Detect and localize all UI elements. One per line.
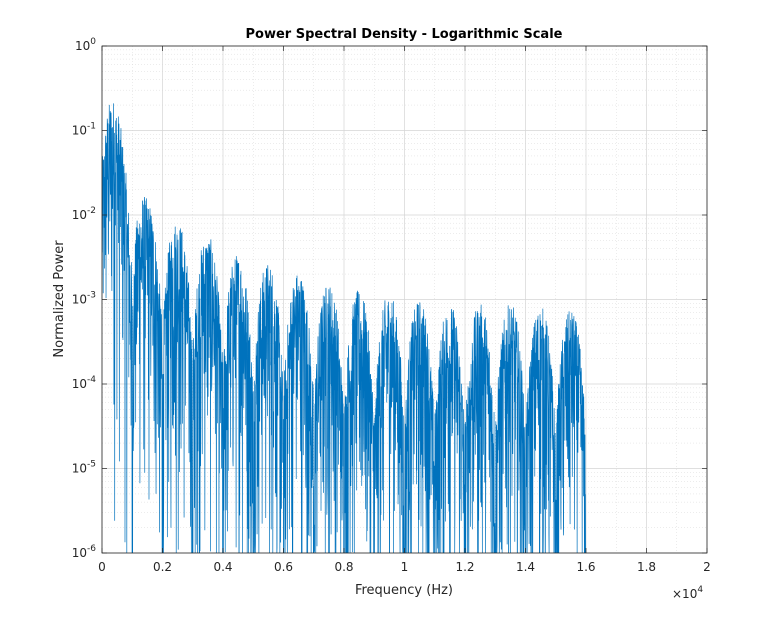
- y-tick-label: 10-4: [72, 375, 97, 391]
- x-tick-label: 0.4: [213, 560, 232, 574]
- x-axis-exponent-base: ×10: [672, 587, 697, 601]
- ticks: [101, 45, 708, 554]
- y-tick-label-base: 10: [72, 377, 87, 391]
- x-tick-label: 1.6: [576, 560, 595, 574]
- y-tick-label: 10-3: [72, 291, 96, 307]
- x-tick-label: 1.8: [637, 560, 656, 574]
- y-tick-label-base: 10: [72, 208, 87, 222]
- y-tick-label: 100: [75, 37, 96, 53]
- y-tick-label-base: 10: [72, 293, 87, 307]
- series-group: [102, 103, 586, 553]
- x-tick-label: 0.2: [153, 560, 172, 574]
- x-axis-exponent: ×104: [672, 585, 703, 601]
- x-tick-labels: 0 0.2 0.4 0.6 0.8 1 1.2 1.4 1.6 1.8 2: [98, 560, 711, 574]
- x-axis-exponent-power: 4: [697, 585, 703, 595]
- y-tick-label-base: 10: [72, 546, 87, 560]
- y-tick-label-exponent: -2: [87, 206, 96, 216]
- y-tick-label: 10-1: [72, 122, 96, 138]
- x-tick-label: 0.8: [334, 560, 353, 574]
- series-line-psd: [102, 103, 586, 553]
- y-tick-label: 10-6: [72, 544, 97, 560]
- y-tick-label-base: 10: [72, 124, 87, 138]
- x-axis-label: Frequency (Hz): [355, 583, 453, 598]
- y-axis-label: Normalized Power: [52, 240, 67, 358]
- x-tick-label: 1.2: [455, 560, 474, 574]
- y-tick-label-base: 10: [75, 39, 90, 53]
- x-tick-label: 2: [703, 560, 711, 574]
- y-tick-label-exponent: -1: [87, 122, 96, 132]
- x-tick-label: 0: [98, 560, 106, 574]
- y-tick-label-exponent: -3: [87, 291, 96, 301]
- y-tick-label-exponent: 0: [90, 37, 96, 47]
- y-tick-label: 10-5: [72, 460, 96, 476]
- chart-title: Power Spectral Density - Logarithmic Sca…: [246, 27, 563, 42]
- y-tick-label-exponent: -4: [87, 375, 96, 385]
- y-tick-label: 10-2: [72, 206, 96, 222]
- x-tick-label: 1: [401, 560, 409, 574]
- y-tick-label-exponent: -5: [87, 460, 96, 470]
- y-tick-label-exponent: -6: [87, 544, 96, 554]
- x-tick-label: 1.4: [516, 560, 535, 574]
- y-tick-label-base: 10: [72, 462, 87, 476]
- x-tick-label: 0.6: [274, 560, 293, 574]
